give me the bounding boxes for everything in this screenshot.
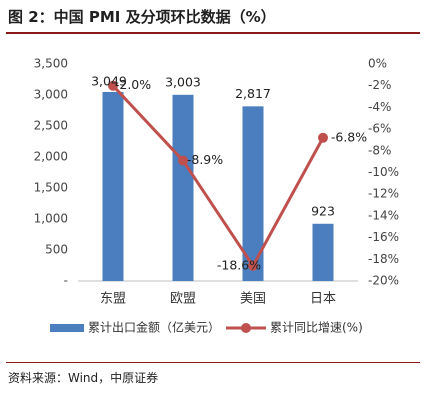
bar-value-label: 3,003: [165, 74, 201, 89]
right-axis-tick-label: -12%: [368, 187, 399, 201]
x-axis-category-label: 美国: [240, 292, 266, 307]
line-marker: [318, 132, 328, 143]
bar-value-label: 3,049: [91, 73, 127, 88]
line-marker: [178, 155, 188, 166]
right-axis-tick-label: 0%: [368, 57, 387, 71]
chart-svg: 3,500 3,000 2,500 2,000 1,500 1,000 500 - 0% -2% -…: [34, 57, 399, 335]
bar-value-label: 923: [311, 203, 335, 218]
left-axis-tick-label: 1,000: [34, 212, 68, 226]
line-value-label: -6.8%: [331, 129, 367, 144]
line-value-label: -8.9%: [187, 152, 223, 167]
left-axis-tick-label: -: [64, 274, 68, 288]
line-value-label: -2.0%: [115, 77, 151, 92]
source-divider: [6, 362, 420, 363]
legend-swatch-bars: [50, 324, 84, 332]
right-axis-tick-label: -20%: [368, 274, 399, 288]
x-axis-category-label: 东盟: [100, 292, 126, 307]
line-value-label: -18.6%: [217, 257, 261, 272]
right-axis-tick-label: -2%: [368, 78, 391, 92]
bar: [172, 94, 194, 281]
legend-label-bars: 累计出口金额（亿美元）: [88, 320, 220, 335]
x-axis-category-label: 欧盟: [170, 292, 196, 307]
title-divider: [6, 32, 420, 34]
x-axis-category-label: 日本: [310, 292, 336, 307]
source-note: 资料来源：Wind，中原证券: [8, 371, 159, 385]
right-axis-tick-label: -18%: [368, 252, 399, 266]
legend-marker-line: [241, 323, 251, 333]
left-axis-tick-label: 3,500: [34, 57, 68, 71]
bar: [102, 91, 124, 281]
right-axis-tick-label: -14%: [368, 208, 399, 222]
line-series: [111, 84, 325, 268]
right-axis-tick-label: -8%: [368, 143, 391, 157]
right-axis-tick-label: -16%: [368, 230, 399, 244]
left-axis-tick-label: 2,000: [34, 150, 68, 164]
right-axis-tick-label: -6%: [368, 122, 391, 136]
bar: [312, 223, 334, 281]
line-marker: [108, 80, 118, 91]
line-marker: [248, 260, 258, 271]
right-axis-tick-label: -10%: [368, 165, 399, 179]
right-axis-tick-label: -4%: [368, 100, 391, 114]
left-axis-tick-label: 3,000: [34, 88, 68, 102]
chart-title: 图 2：中国 PMI 及分项环比数据（%）: [8, 8, 276, 26]
left-axis-tick-label: 2,500: [34, 119, 68, 133]
left-axis-tick-label: 1,500: [34, 181, 68, 195]
bar-value-label: 2,817: [235, 86, 271, 101]
bar: [242, 106, 264, 281]
left-axis-tick-label: 500: [45, 243, 68, 257]
legend-label-line: 累计同比增速(%): [270, 321, 363, 335]
